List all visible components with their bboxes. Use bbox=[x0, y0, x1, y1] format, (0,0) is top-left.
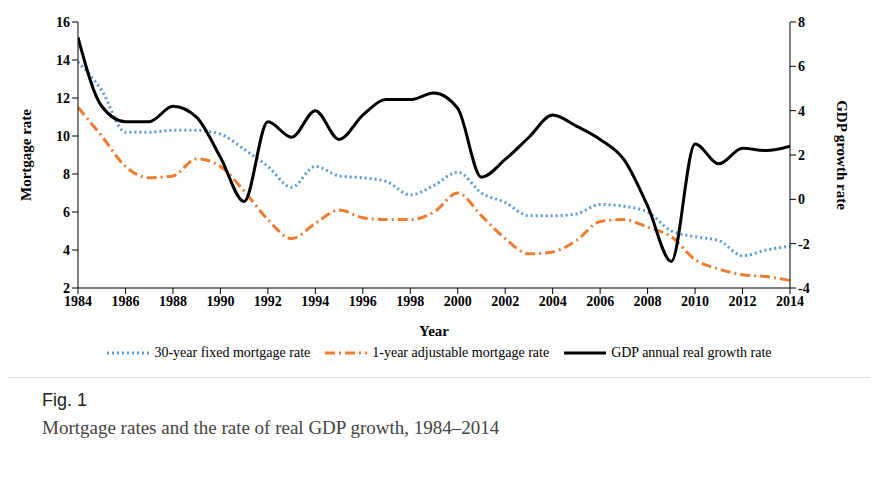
svg-text:1986: 1986 bbox=[111, 294, 139, 309]
svg-text:Mortgage rate: Mortgage rate bbox=[18, 109, 34, 201]
svg-text:2002: 2002 bbox=[491, 294, 519, 309]
svg-text:12: 12 bbox=[56, 91, 70, 106]
svg-text:1998: 1998 bbox=[396, 294, 424, 309]
svg-text:4: 4 bbox=[798, 104, 805, 119]
svg-text:16: 16 bbox=[56, 15, 70, 30]
svg-text:10: 10 bbox=[56, 129, 70, 144]
svg-text:4: 4 bbox=[63, 243, 70, 258]
svg-text:0: 0 bbox=[798, 192, 805, 207]
svg-text:2006: 2006 bbox=[586, 294, 614, 309]
svg-text:1992: 1992 bbox=[254, 294, 282, 309]
svg-text:GDP growth rate: GDP growth rate bbox=[834, 100, 850, 210]
svg-text:2008: 2008 bbox=[634, 294, 662, 309]
svg-text:2014: 2014 bbox=[776, 294, 804, 309]
svg-text:2: 2 bbox=[798, 148, 805, 163]
svg-text:2004: 2004 bbox=[539, 294, 567, 309]
svg-text:14: 14 bbox=[56, 53, 70, 68]
svg-text:1990: 1990 bbox=[206, 294, 234, 309]
html-text:1-year adjustable mortgage rat: 1-year adjustable mortgage rate bbox=[372, 345, 550, 360]
html-text:GDP annual real growth rate: GDP annual real growth rate bbox=[611, 345, 772, 360]
svg-text:6: 6 bbox=[798, 59, 805, 74]
html-text:Mortgage rates and the rate of: Mortgage rates and the rate of real GDP … bbox=[42, 417, 500, 438]
svg-text:8: 8 bbox=[798, 15, 805, 30]
svg-text:1984: 1984 bbox=[64, 294, 92, 309]
svg-text:1994: 1994 bbox=[301, 294, 329, 309]
svg-text:-4: -4 bbox=[798, 281, 810, 296]
svg-text:1988: 1988 bbox=[159, 294, 187, 309]
svg-text:2000: 2000 bbox=[444, 294, 472, 309]
svg-text:Year: Year bbox=[419, 323, 449, 339]
html-text:30-year fixed mortgage rate: 30-year fixed mortgage rate bbox=[154, 345, 311, 360]
svg-text:1996: 1996 bbox=[349, 294, 377, 309]
svg-text:8: 8 bbox=[63, 167, 70, 182]
svg-text:-2: -2 bbox=[798, 237, 810, 252]
svg-text:2: 2 bbox=[63, 281, 70, 296]
svg-text:2012: 2012 bbox=[729, 294, 757, 309]
svg-text:2010: 2010 bbox=[681, 294, 709, 309]
svg-text:6: 6 bbox=[63, 205, 70, 220]
html-text:Fig. 1: Fig. 1 bbox=[42, 390, 87, 410]
